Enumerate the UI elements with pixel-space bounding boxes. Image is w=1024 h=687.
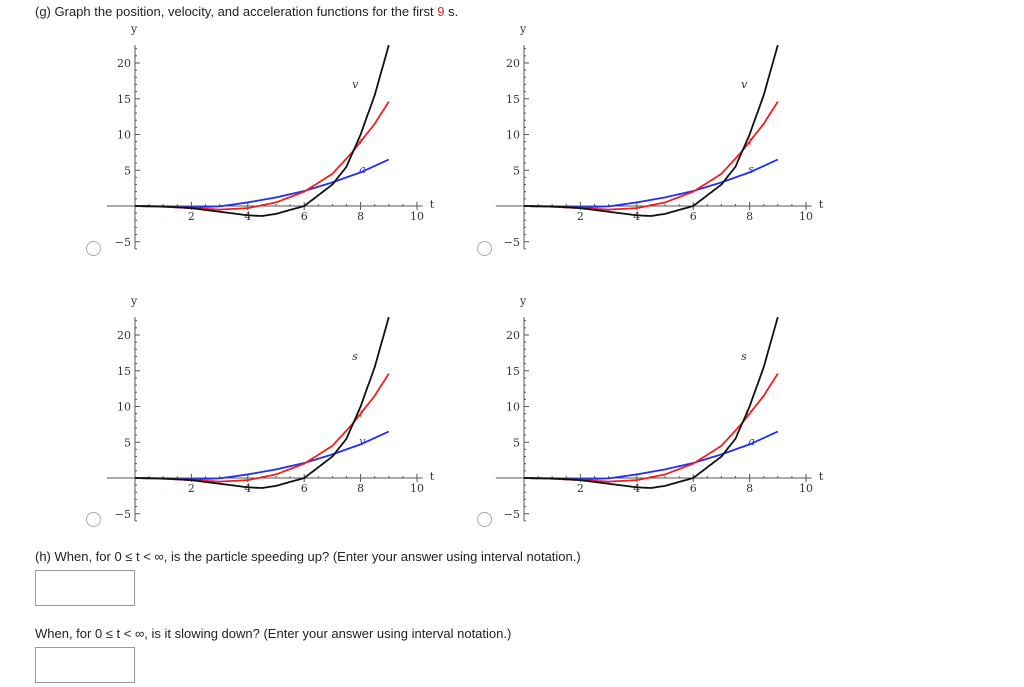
y-tick-label: −5	[115, 236, 131, 249]
curve-label-blue: s	[748, 163, 754, 176]
x-axis-label: t	[819, 198, 824, 211]
y-axis-label: y	[130, 22, 138, 35]
curve-blue	[524, 158, 779, 209]
y-tick-label: −5	[504, 236, 520, 249]
graph-option-4: t y 2 4 6 8 10 −5 5 10 15 20 a v s	[495, 294, 824, 522]
y-tick-label: 15	[506, 93, 520, 106]
x-tick-label: 4	[244, 210, 251, 223]
y-tick-label: 10	[117, 401, 131, 414]
question-h: (h) When, for 0 ≤ t < ∞, is the particle…	[35, 549, 581, 564]
curve-blue	[524, 430, 779, 481]
x-tick-label: 4	[633, 482, 640, 495]
radio-option-2[interactable]	[477, 241, 492, 256]
x-tick-label: 8	[746, 482, 753, 495]
y-tick-label: 20	[117, 57, 131, 70]
curve-black	[524, 44, 779, 217]
y-tick-label: −5	[504, 508, 520, 521]
y-tick-label: 15	[117, 365, 131, 378]
x-tick-label: 2	[188, 210, 195, 223]
y-tick-label: 5	[124, 436, 131, 449]
x-tick-label: 10	[799, 210, 813, 223]
curve-label-blue: a	[748, 435, 755, 448]
x-tick-label: 10	[799, 482, 813, 495]
y-tick-label: 5	[124, 164, 131, 177]
y-tick-label: 10	[506, 401, 520, 414]
y-tick-label: 5	[513, 164, 520, 177]
highlight-value: 9	[437, 4, 445, 19]
y-axis-label: y	[519, 22, 527, 35]
curve-label-black: v	[352, 78, 359, 91]
speeding-up-input[interactable]	[35, 570, 135, 606]
curve-label-black: s	[352, 350, 358, 363]
question-slowing: When, for 0 ≤ t < ∞, is it slowing down?…	[35, 626, 512, 641]
y-tick-label: 15	[117, 93, 131, 106]
x-tick-label: 10	[410, 482, 424, 495]
curve-black	[135, 44, 390, 217]
x-axis-label: t	[819, 470, 824, 483]
curve-black	[524, 316, 779, 489]
y-tick-label: 20	[506, 57, 520, 70]
question-text-end: s.	[444, 4, 459, 19]
x-tick-label: 6	[690, 210, 697, 223]
question-text: (g) Graph the position, velocity, and ac…	[35, 4, 438, 19]
curve-label-blue: v	[359, 435, 366, 448]
graph-option-2: t y 2 4 6 8 10 −5 5 10 15 20 s a v	[495, 22, 824, 250]
radio-option-1[interactable]	[86, 241, 101, 256]
curve-blue	[135, 430, 390, 481]
curve-label-red: a	[745, 135, 752, 148]
curve-label-black: s	[741, 350, 747, 363]
y-tick-label: 20	[506, 329, 520, 342]
y-tick-label: 10	[506, 129, 520, 142]
radio-option-4[interactable]	[477, 512, 492, 527]
curve-label-red: a	[356, 407, 363, 420]
y-tick-label: 10	[117, 129, 131, 142]
radio-option-3[interactable]	[86, 512, 101, 527]
curve-label-red: s	[356, 135, 362, 148]
x-tick-label: 8	[357, 210, 364, 223]
x-tick-label: 6	[301, 482, 308, 495]
y-axis-label: y	[519, 294, 527, 307]
curve-label-red: v	[745, 407, 752, 420]
x-tick-label: 4	[244, 482, 251, 495]
x-tick-label: 2	[577, 482, 584, 495]
y-tick-label: 20	[117, 329, 131, 342]
x-axis-label: t	[430, 470, 435, 483]
graph-option-1: t y 2 4 6 8 10 −5 5 10 15 20 a s v	[106, 22, 435, 250]
curve-label-black: v	[741, 78, 748, 91]
x-tick-label: 6	[690, 482, 697, 495]
x-axis-label: t	[430, 198, 435, 211]
x-tick-label: 8	[357, 482, 364, 495]
question-g: (g) Graph the position, velocity, and ac…	[35, 4, 458, 19]
curve-label-blue: a	[359, 163, 366, 176]
x-tick-label: 2	[577, 210, 584, 223]
y-tick-label: 5	[513, 436, 520, 449]
x-tick-label: 8	[746, 210, 753, 223]
y-tick-label: 15	[506, 365, 520, 378]
x-tick-label: 2	[188, 482, 195, 495]
x-tick-label: 6	[301, 210, 308, 223]
y-tick-label: −5	[115, 508, 131, 521]
x-tick-label: 10	[410, 210, 424, 223]
slowing-down-input[interactable]	[35, 647, 135, 683]
curve-black	[135, 316, 390, 489]
graph-option-3: t y 2 4 6 8 10 −5 5 10 15 20 v a s	[106, 294, 435, 522]
x-tick-label: 4	[633, 210, 640, 223]
y-axis-label: y	[130, 294, 138, 307]
curve-blue	[135, 158, 390, 209]
